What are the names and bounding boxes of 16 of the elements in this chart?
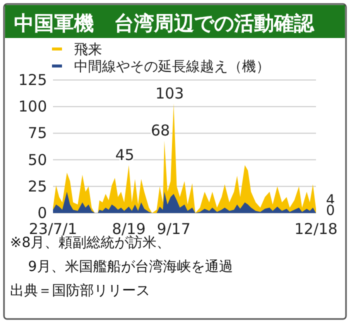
source-note: 出典＝国防部リリース bbox=[10, 283, 150, 299]
legend-label: 中間線やその延長線越え（機） bbox=[74, 59, 270, 75]
y-tick-label: 100 bbox=[18, 98, 47, 116]
legend-label: 飛来 bbox=[74, 42, 102, 58]
y-tick-label: 75 bbox=[28, 124, 47, 142]
text: ※8月、頼副総統が訪米、 9月、米国艦船が台湾海峡を通過 bbox=[10, 235, 233, 275]
data-label: 68 bbox=[150, 122, 170, 140]
chart-title: 中国軍機 台湾周辺での活動確認 bbox=[14, 11, 315, 35]
data-label: 103 bbox=[155, 84, 184, 102]
x-tick-label: 12/18 bbox=[294, 220, 338, 238]
y-tick-label: 0 bbox=[37, 204, 47, 222]
y-tick-label: 25 bbox=[28, 177, 47, 196]
x-tick-label: 9/17 bbox=[156, 220, 191, 238]
y-tick-label: 50 bbox=[28, 150, 47, 169]
y-tick-label: 125 bbox=[18, 71, 47, 89]
data-label: 45 bbox=[115, 146, 134, 164]
